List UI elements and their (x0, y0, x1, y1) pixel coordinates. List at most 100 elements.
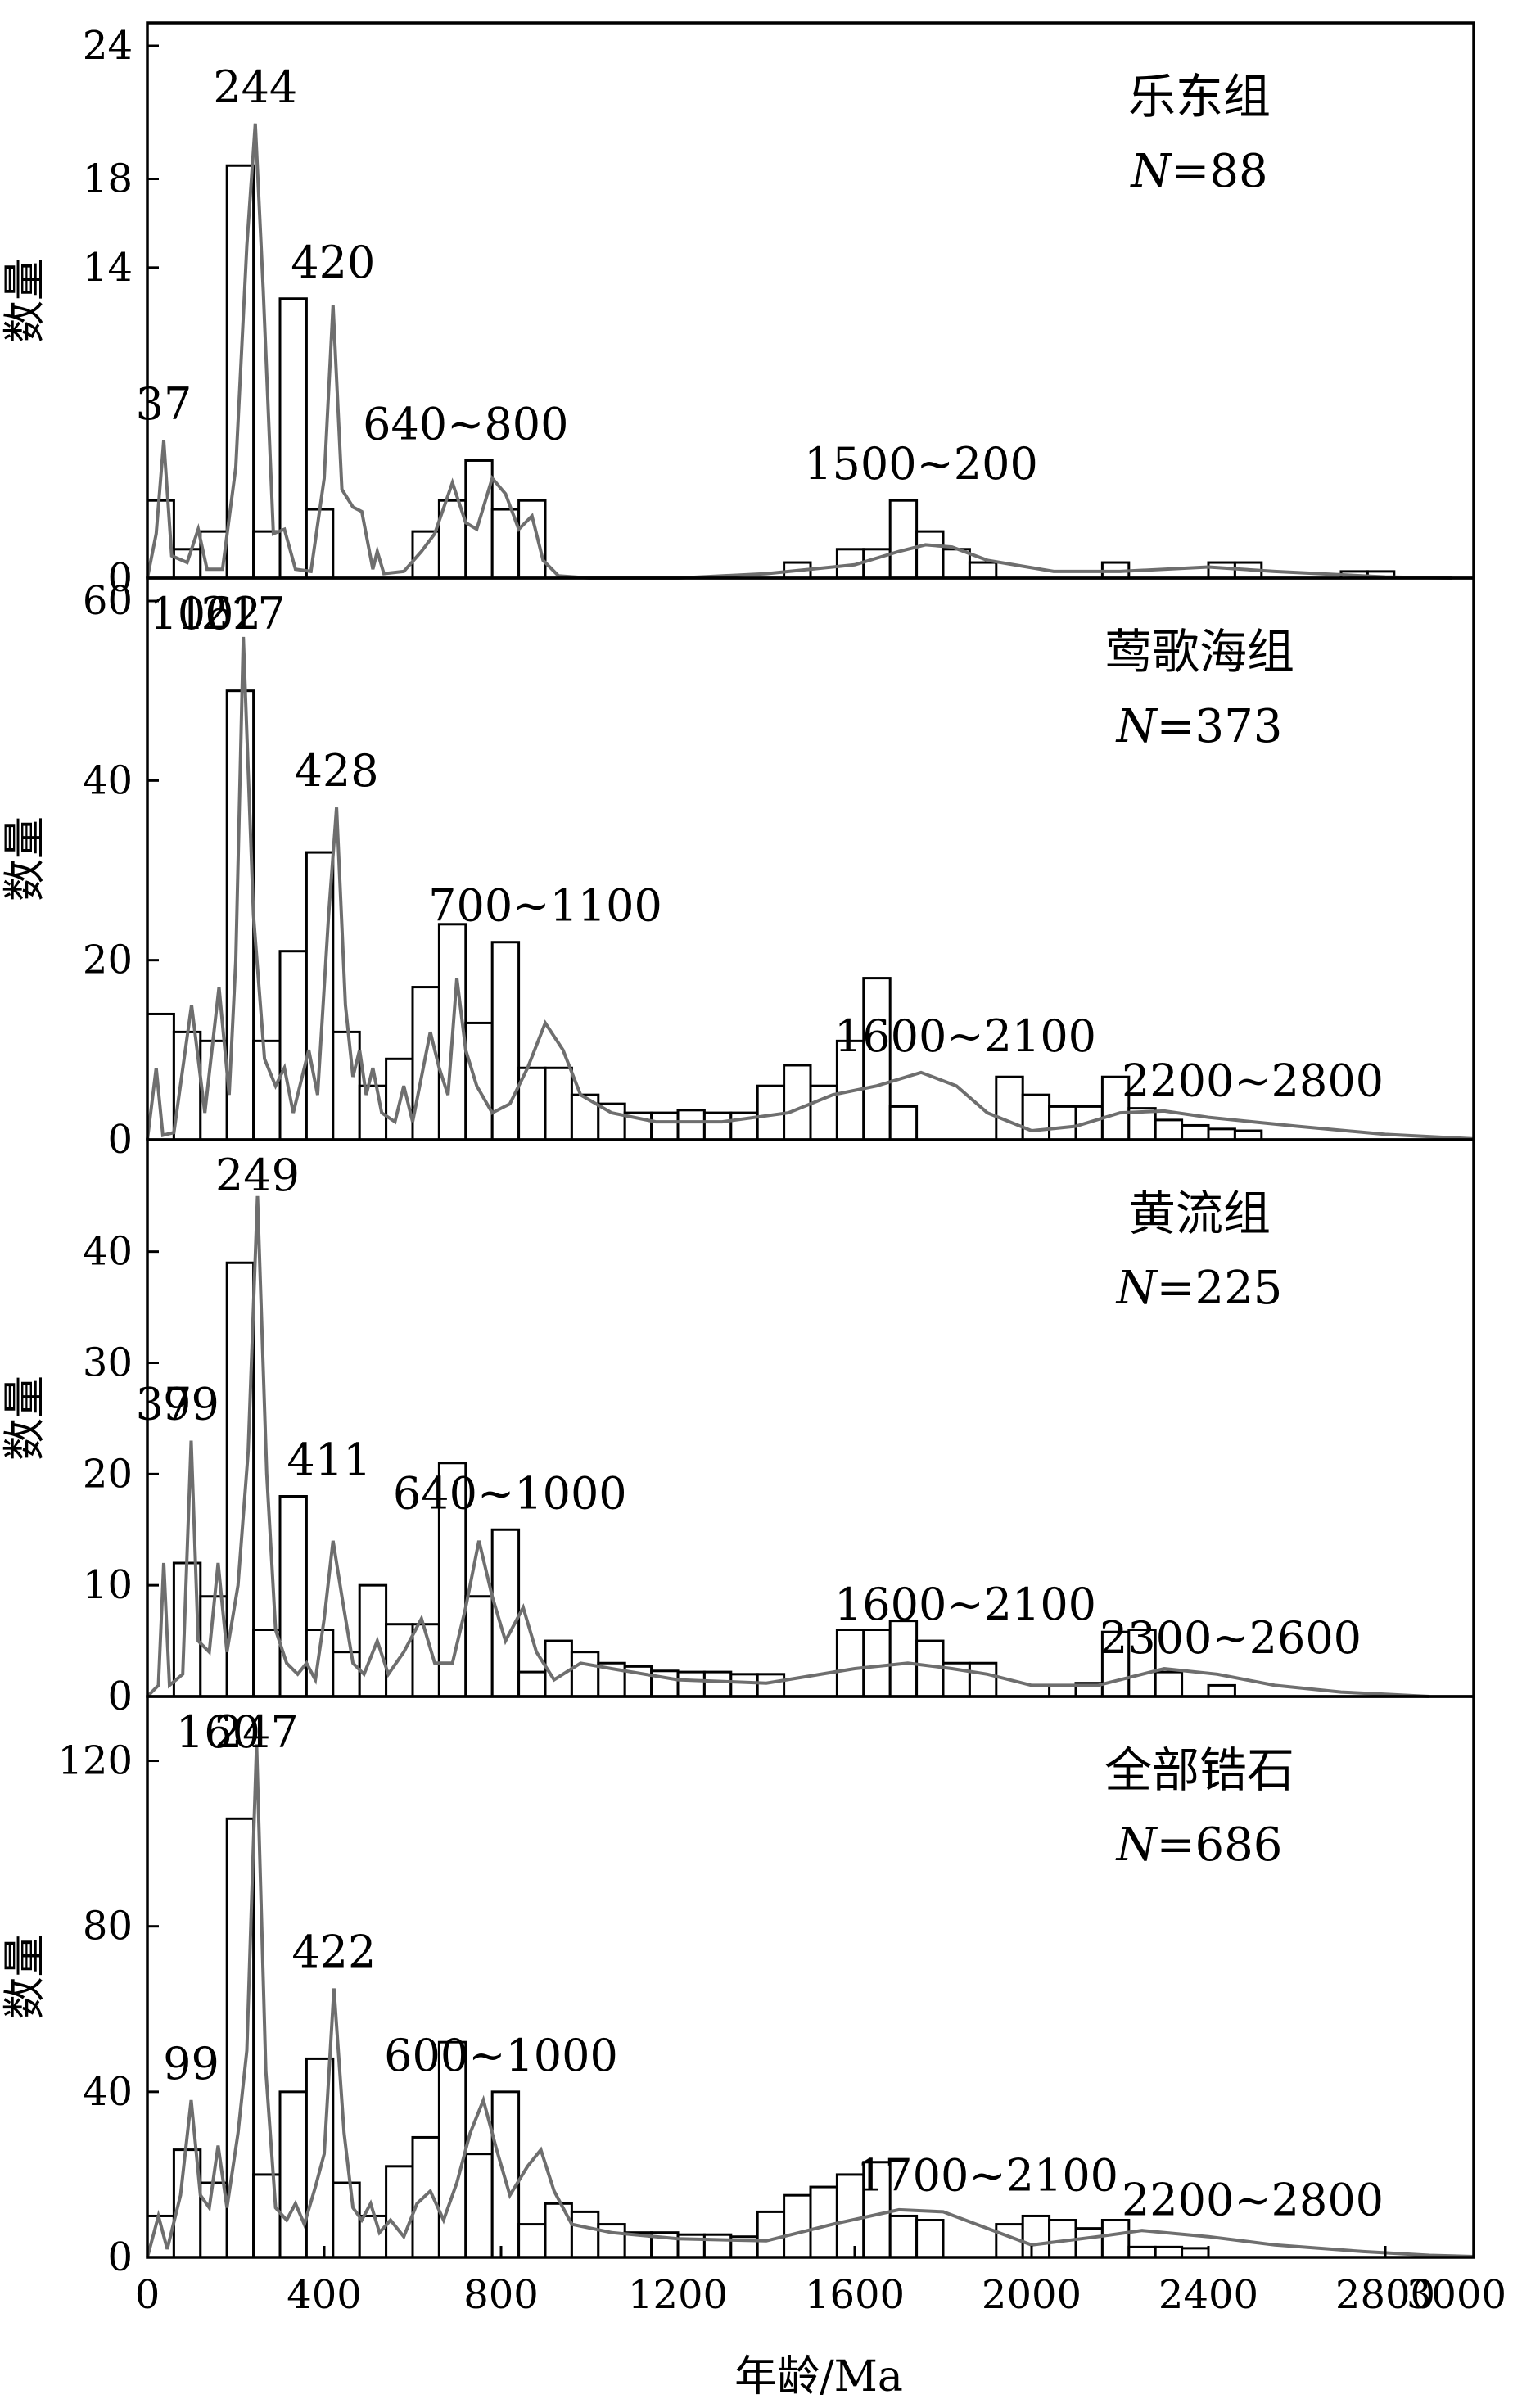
histogram-bar (650, 1111, 680, 1141)
y-tick-label: 40 (83, 1229, 133, 1275)
peak-label: 100 (149, 588, 233, 639)
peak-label: 420 (291, 237, 375, 288)
density-curve (146, 123, 1452, 580)
peak-label: 37 (136, 1379, 192, 1430)
y-tick-label: 0 (107, 2234, 133, 2280)
y-tick-label: 0 (107, 555, 133, 601)
panel-title: 黄流组 (1128, 1186, 1271, 1241)
histogram-bar (252, 1629, 282, 1698)
peak-label: 1600~2100 (834, 1579, 1096, 1630)
x-tick-label: 2400 (1158, 2272, 1258, 2318)
histogram-bar (1127, 1629, 1157, 1698)
histogram-bar (464, 2153, 494, 2259)
peak-label: 640~1000 (393, 1467, 627, 1519)
y-tick-label: 20 (83, 1451, 133, 1497)
histogram-bar (1074, 2227, 1104, 2259)
histogram-bar (278, 297, 308, 580)
y-tick-label: 80 (83, 1904, 133, 1949)
histogram-bar (544, 1066, 573, 1141)
y-axis-title: 数量 (1, 258, 50, 343)
sample-count: N=686 (1115, 1818, 1283, 1872)
y-tick-label: 40 (83, 2069, 133, 2115)
peak-label: 2200~2800 (1122, 1055, 1384, 1107)
histogram-bar (358, 2214, 388, 2259)
panel-title: 乐东组 (1128, 69, 1271, 124)
y-tick-label: 20 (83, 937, 133, 983)
sample-count: N=373 (1115, 700, 1283, 753)
peak-labels: 37 244 420 640~800 1500~200 (136, 61, 1038, 490)
density-curve (146, 636, 1475, 1141)
histogram-bar (783, 2193, 812, 2259)
y-tick-label: 18 (83, 156, 133, 202)
histogram-bar (1100, 2219, 1131, 2259)
histogram-bar (544, 1639, 573, 1698)
panels: 024141824数量乐东组N=8837244420640~8001500~20… (1, 21, 1475, 2280)
y-tick-label: 24 (83, 23, 133, 69)
histogram-bar (968, 1661, 998, 1698)
histogram-bar (570, 1093, 600, 1141)
y-tick-label: 14 (83, 245, 133, 291)
histogram-bar (252, 2173, 282, 2259)
histogram-bar (809, 2185, 838, 2259)
histogram-bar (702, 1670, 733, 1698)
peak-label: 1700~2100 (856, 2149, 1118, 2201)
histogram-bar (1207, 1127, 1236, 1141)
histogram-bar (1048, 1105, 1077, 1141)
y-axis: 0 10 20 30 40 (83, 1229, 159, 1719)
sample-count: N=88 (1129, 145, 1267, 198)
panel-frame (146, 1695, 1475, 2259)
peak-label: 700~1100 (428, 880, 662, 932)
peak-label: 2300~2600 (1100, 1612, 1362, 1664)
histogram-bar (995, 1075, 1024, 1141)
histogram-bar (888, 1620, 919, 1698)
y-tick-label: 40 (83, 757, 133, 803)
histogram-bar (756, 2210, 786, 2259)
histogram-bar (888, 499, 919, 580)
y-axis-title: 数量 (1, 816, 50, 901)
histogram-bar (1207, 1683, 1236, 1698)
peak-label: 244 (213, 61, 297, 113)
histogram-bar (862, 548, 892, 580)
histogram-bar (278, 2090, 308, 2259)
x-tick-label: 3000 (1407, 2272, 1506, 2318)
peak-label: 37 (136, 378, 192, 430)
peak-label: 247 (215, 1706, 299, 1758)
histogram-bar (278, 1495, 308, 1698)
y-tick-label: 10 (83, 1562, 133, 1608)
histogram-bar (862, 2161, 892, 2259)
histogram-bar (490, 941, 521, 1141)
peak-label: 99 (163, 2038, 219, 2089)
x-tick-label: 2800 (1335, 2272, 1435, 2318)
peak-label: 160 (176, 1706, 260, 1758)
histogram-bar (1021, 2214, 1051, 2259)
x-tick-label: 1200 (628, 2272, 728, 2318)
y-tick-label: 60 (83, 578, 133, 624)
histogram-bar (464, 1021, 494, 1141)
peak-label: 2200~2800 (1122, 2175, 1384, 2226)
y-tick-label: 0 (107, 1674, 133, 1719)
y-tick-label: 30 (83, 1340, 133, 1386)
histogram-bar (597, 1102, 626, 1141)
peak-label: 99 (163, 1379, 219, 1430)
x-axis-title: 年龄/Ma (734, 2352, 903, 2401)
y-tick-label: 24 (83, 23, 133, 69)
peak-label: 600~1000 (384, 2030, 618, 2081)
histogram-bar (676, 1670, 706, 1698)
y-tick-label: 120 (57, 1738, 133, 1784)
peak-label: 422 (291, 1927, 376, 1978)
density-curve (146, 1195, 1430, 1698)
histogram-bar (517, 499, 547, 580)
histogram-bar (1100, 1075, 1131, 1141)
histogram-bar (252, 530, 282, 580)
histogram-bar (517, 1670, 547, 1698)
histogram-bar (332, 1651, 361, 1698)
histogram-bar (570, 2210, 600, 2259)
histogram-bar (332, 2181, 361, 2259)
histogram-bar (332, 1030, 361, 1141)
x-tick-label: 0 (135, 2272, 160, 2318)
peak-label: 249 (215, 1150, 300, 1201)
